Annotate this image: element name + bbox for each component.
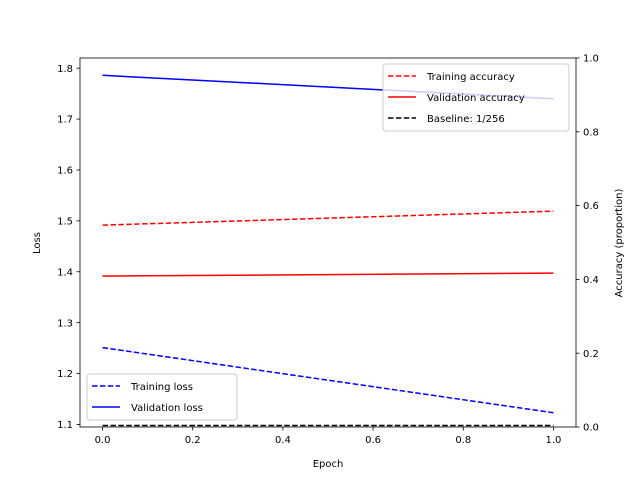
x-tick-label: 0.8 bbox=[455, 435, 471, 446]
series-line-validation-accuracy bbox=[102, 272, 554, 277]
legend-label-training-accuracy: Training accuracy bbox=[426, 72, 515, 83]
legend-right: Training accuracy Validation accuracy Ba… bbox=[382, 63, 570, 132]
x-tick-label: 0.6 bbox=[365, 435, 381, 446]
legend-right-box bbox=[382, 63, 570, 132]
left-y-axis-ticks: 1.1 1.2 1.3 1.4 1.5 1.6 1.7 1.8 bbox=[57, 64, 80, 431]
plot-frame bbox=[79, 57, 577, 428]
right-y-tick-label: 0.6 bbox=[583, 201, 599, 212]
left-y-axis-label: Loss bbox=[32, 232, 43, 254]
x-tick-label: 0.4 bbox=[275, 435, 291, 446]
right-y-tick-label: 0.4 bbox=[583, 275, 599, 286]
left-y-tick-label: 1.2 bbox=[57, 369, 73, 380]
x-tick-label: 1.0 bbox=[546, 435, 562, 446]
legend-label-validation-loss: Validation loss bbox=[131, 403, 203, 414]
series-line-training-accuracy bbox=[102, 210, 554, 226]
right-y-tick-label: 0.0 bbox=[583, 423, 599, 434]
x-tick-label: 0.0 bbox=[95, 435, 111, 446]
legend-left-box bbox=[86, 373, 238, 421]
left-y-tick-label: 1.1 bbox=[57, 420, 73, 431]
legend-left: Training loss Validation loss bbox=[86, 373, 238, 421]
right-y-tick-label: 1.0 bbox=[583, 54, 599, 65]
right-y-tick-label: 0.2 bbox=[583, 349, 599, 360]
legend-label-baseline: Baseline: 1/256 bbox=[427, 114, 505, 125]
legend-label-training-loss: Training loss bbox=[130, 382, 193, 393]
x-axis-ticks: 0.0 0.2 0.4 0.6 0.8 1.0 bbox=[95, 427, 562, 446]
right-y-axis-label: Accuracy (proportion) bbox=[614, 189, 625, 298]
x-axis-label: Epoch bbox=[313, 459, 344, 470]
right-y-axis-ticks: 0.0 0.2 0.4 0.6 0.8 1.0 bbox=[576, 54, 599, 434]
series-line-training-loss bbox=[102, 346, 554, 414]
right-y-tick-label: 0.8 bbox=[583, 127, 599, 138]
left-y-tick-label: 1.7 bbox=[57, 115, 73, 126]
left-y-tick-label: 1.6 bbox=[57, 166, 73, 177]
legend-label-validation-accuracy: Validation accuracy bbox=[427, 93, 525, 104]
x-tick-label: 0.2 bbox=[185, 435, 201, 446]
left-y-tick-label: 1.3 bbox=[57, 318, 73, 329]
left-y-tick-label: 1.8 bbox=[57, 64, 73, 75]
left-y-tick-label: 1.4 bbox=[57, 267, 73, 278]
left-y-tick-label: 1.5 bbox=[57, 216, 73, 227]
